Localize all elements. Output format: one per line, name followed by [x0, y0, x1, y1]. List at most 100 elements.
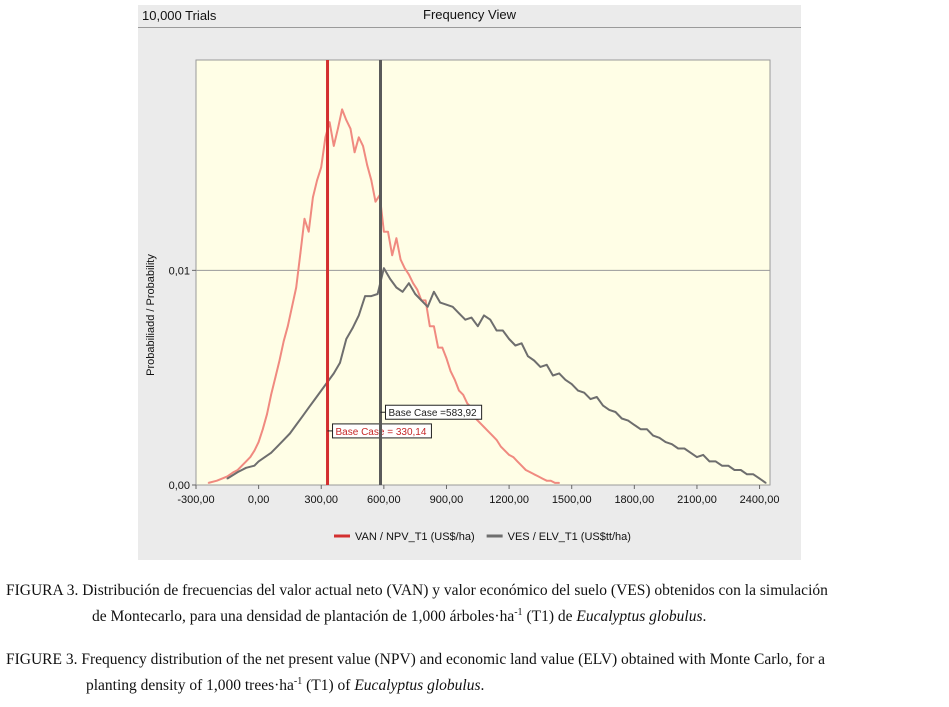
data-point	[370, 179, 373, 181]
data-point	[295, 424, 297, 426]
data-point	[301, 415, 304, 418]
data-point	[454, 379, 456, 381]
data-point	[403, 267, 406, 270]
data-point	[345, 338, 348, 340]
data-point	[487, 430, 490, 433]
data-point	[458, 389, 460, 392]
data-point	[527, 355, 529, 358]
data-point	[462, 394, 465, 396]
data-point	[307, 406, 310, 409]
data-point	[512, 456, 515, 458]
data-point	[721, 464, 723, 467]
data-point	[333, 145, 335, 147]
data-point	[765, 482, 767, 484]
data-point	[479, 422, 481, 424]
caption-spanish-species: Eucalyptus globulus	[576, 608, 703, 625]
data-point	[437, 346, 439, 349]
data-point	[401, 291, 404, 293]
data-point	[424, 299, 427, 302]
data-point	[441, 346, 444, 349]
data-point	[353, 151, 356, 154]
caption-english-line1: FIGURE 3. Frequency distribution of the …	[6, 651, 826, 668]
data-point	[266, 413, 268, 416]
data-point	[627, 419, 629, 422]
data-point	[520, 342, 523, 345]
data-point	[358, 314, 360, 317]
data-point	[324, 136, 327, 139]
data-point	[433, 291, 435, 293]
data-point	[495, 439, 498, 441]
data-point	[550, 479, 552, 482]
data-point	[376, 293, 379, 295]
data-point	[337, 127, 339, 130]
data-point	[470, 316, 473, 319]
data-point	[364, 295, 366, 297]
data-point	[399, 258, 402, 261]
caption-english-line2: planting density of 1,000 trees·ha-1 (T1…	[6, 671, 825, 697]
x-tick-label: 600,00	[367, 494, 401, 506]
data-point	[558, 482, 560, 484]
data-point	[583, 391, 585, 394]
data-point	[257, 441, 260, 443]
data-point	[529, 471, 531, 473]
data-point	[614, 411, 617, 413]
data-point	[696, 456, 698, 458]
data-point	[314, 398, 316, 400]
data-point	[320, 166, 322, 169]
data-point	[282, 439, 285, 441]
data-point	[608, 409, 611, 411]
x-tick-label: 1500,00	[552, 494, 592, 506]
legend-label: VES / ELV_T1 (US$tt/ha)	[508, 531, 631, 543]
data-point	[466, 402, 469, 405]
base-case-box	[384, 404, 483, 420]
caption-english: FIGURE 3. Frequency distribution of the …	[6, 649, 825, 697]
data-point	[464, 318, 467, 321]
caption-english-end: .	[480, 677, 485, 694]
data-point	[295, 286, 297, 289]
data-point	[426, 306, 429, 308]
data-point	[395, 237, 398, 239]
data-point	[552, 374, 554, 377]
data-point	[558, 372, 560, 375]
data-point	[253, 449, 256, 452]
data-point	[236, 469, 239, 471]
data-point	[752, 473, 755, 476]
data-point	[508, 454, 510, 456]
y-tick-label: 0,01	[169, 265, 190, 277]
data-point	[257, 460, 260, 463]
data-point	[339, 361, 341, 364]
data-point	[433, 325, 435, 328]
data-point	[537, 475, 540, 478]
data-point	[621, 417, 623, 420]
series-2	[226, 267, 767, 484]
data-point	[291, 306, 293, 308]
caption-spanish-line2: de Montecarlo, para una densidad de plan…	[6, 602, 828, 628]
data-point	[316, 179, 318, 181]
data-point	[395, 286, 398, 289]
data-point	[270, 394, 272, 396]
data-point	[264, 456, 266, 458]
chart-panel: 10,000 Trials Frequency View Base Case =…	[138, 5, 801, 560]
chart-header: 10,000 Trials Frequency View	[138, 5, 801, 28]
data-point	[341, 108, 343, 111]
data-point	[483, 314, 485, 317]
data-point	[664, 441, 667, 443]
data-point	[299, 252, 302, 254]
data-point	[245, 467, 247, 469]
data-point	[449, 370, 452, 373]
data-point	[270, 452, 272, 454]
data-point	[307, 230, 310, 233]
data-point	[733, 469, 736, 471]
data-point	[253, 464, 256, 467]
data-point	[207, 482, 210, 484]
data-point	[216, 479, 218, 482]
data-point	[383, 230, 385, 233]
data-point	[541, 477, 544, 480]
data-point	[570, 383, 573, 385]
data-point	[245, 460, 247, 463]
data-point	[414, 293, 417, 295]
data-point	[702, 454, 704, 456]
data-point	[646, 428, 648, 431]
data-point	[276, 445, 279, 448]
caption-english-text-b: (T1) of	[302, 677, 355, 694]
